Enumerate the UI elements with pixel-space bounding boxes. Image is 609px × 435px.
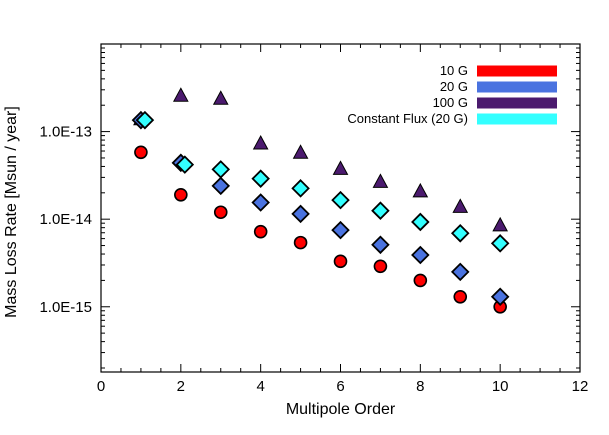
point-20-g bbox=[331, 220, 350, 240]
point-10-g bbox=[293, 235, 308, 250]
point-100-g bbox=[372, 173, 389, 188]
point-constant-flux-20-g bbox=[251, 169, 270, 188]
point-10-g bbox=[453, 289, 468, 304]
data-markers bbox=[131, 87, 510, 314]
point-100-g bbox=[252, 134, 269, 150]
point-constant-flux-20-g bbox=[211, 160, 231, 179]
point-100-g bbox=[452, 198, 469, 213]
point-20-g bbox=[291, 204, 310, 224]
point-100-g bbox=[212, 90, 229, 105]
point-constant-flux-20-g bbox=[490, 234, 510, 253]
y-tick-label: 1.0E-13 bbox=[39, 124, 92, 141]
point-20-g bbox=[450, 262, 470, 282]
point-20-g bbox=[411, 245, 430, 265]
point-20-g bbox=[371, 235, 390, 255]
legend-swatch-10-g bbox=[477, 65, 557, 77]
legend-label-100-g: 100 G bbox=[433, 95, 468, 110]
legend-label-10-g: 10 G bbox=[440, 63, 468, 78]
point-20-g bbox=[490, 287, 510, 307]
legend-swatch-constant-flux-20-g bbox=[477, 113, 557, 125]
legend-label-20-g: 20 G bbox=[440, 79, 468, 94]
point-10-g bbox=[213, 205, 228, 220]
point-10-g bbox=[373, 259, 388, 274]
y-axis-title: Mass Loss Rate [Msun / year] bbox=[3, 106, 20, 318]
x-tick-label: 2 bbox=[177, 378, 185, 395]
point-100-g bbox=[412, 182, 429, 198]
y-axis: 1.0E-15 1.0E-14 1.0E-13 bbox=[39, 43, 580, 369]
point-100-g bbox=[172, 87, 189, 102]
point-constant-flux-20-g bbox=[175, 155, 195, 174]
legend-swatch-100-g bbox=[477, 97, 557, 109]
x-tick-label: 12 bbox=[572, 378, 589, 395]
legend-label-constant-flux-20-g: Constant Flux (20 G) bbox=[347, 111, 468, 126]
x-axis-title: Multipole Order bbox=[286, 401, 396, 418]
point-20-g bbox=[211, 176, 231, 196]
point-10-g bbox=[174, 187, 188, 202]
point-10-g bbox=[333, 254, 348, 269]
point-constant-flux-20-g bbox=[450, 224, 470, 243]
point-100-g bbox=[332, 160, 349, 175]
point-constant-flux-20-g bbox=[291, 179, 310, 198]
x-tick-label: 4 bbox=[256, 378, 264, 395]
x-tick-label: 8 bbox=[416, 378, 424, 395]
point-100-g bbox=[492, 216, 509, 232]
x-tick-label: 10 bbox=[492, 378, 509, 395]
point-constant-flux-20-g bbox=[331, 190, 350, 210]
x-axis: 0 2 4 6 8 10 12 bbox=[97, 44, 589, 395]
point-10-g bbox=[134, 145, 148, 160]
point-constant-flux-20-g bbox=[371, 201, 390, 220]
point-20-g bbox=[251, 193, 270, 212]
point-constant-flux-20-g bbox=[135, 110, 155, 130]
legend-swatch-20-g bbox=[477, 81, 557, 93]
y-tick-label: 1.0E-14 bbox=[39, 211, 92, 228]
point-10-g bbox=[413, 273, 428, 288]
point-10-g bbox=[253, 224, 268, 239]
point-100-g bbox=[292, 144, 309, 159]
x-tick-label: 0 bbox=[97, 378, 105, 395]
point-constant-flux-20-g bbox=[411, 212, 430, 232]
x-tick-label: 6 bbox=[336, 378, 344, 395]
y-tick-label: 1.0E-15 bbox=[39, 299, 92, 316]
